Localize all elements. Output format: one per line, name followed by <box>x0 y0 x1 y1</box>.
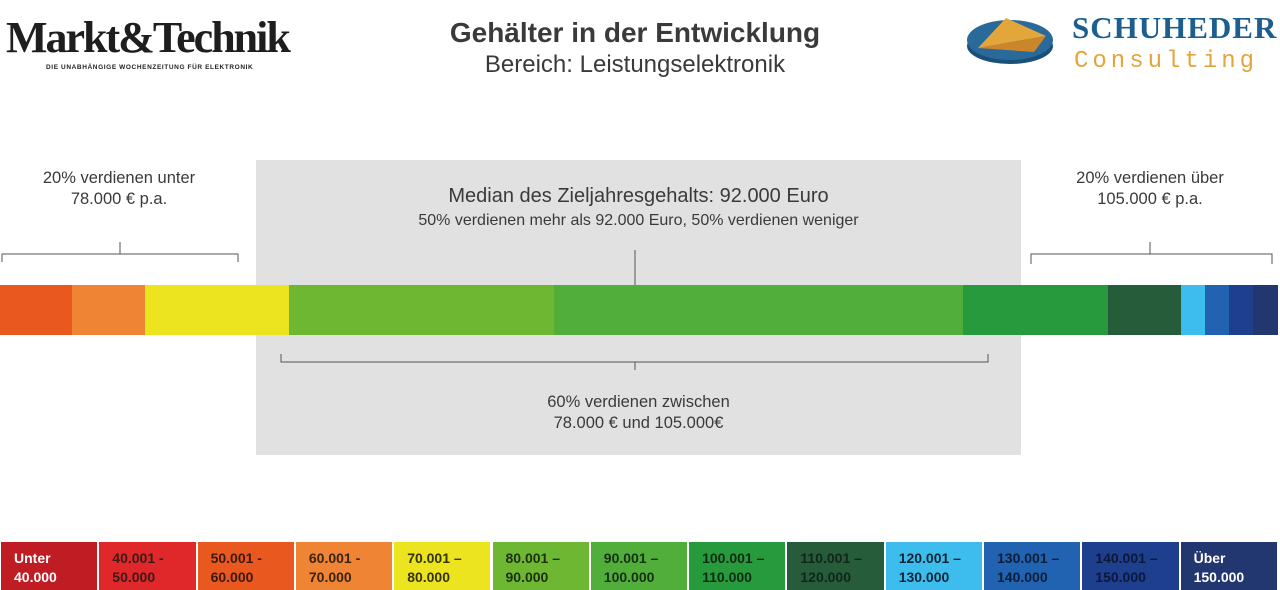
legend-label-line1: 70.001 – <box>407 550 462 566</box>
chart-title-block: Gehälter in der Entwicklung Bereich: Lei… <box>380 16 890 80</box>
middle-annotation: 60% verdienen zwischen 78.000 € und 105.… <box>256 392 1021 434</box>
middle-annotation-line1: 60% verdienen zwischen <box>547 393 730 411</box>
legend-label-line1: 80.001 – <box>505 550 561 566</box>
legend-cell-5: 80.001 – 90.000 <box>492 542 589 590</box>
legend-label-line2: 50.000 <box>112 569 156 585</box>
legend-label-line1: 40.001 - <box>112 550 164 566</box>
legend-label-line1: 90.001 – <box>603 550 659 566</box>
legend-label-line2: 90.000 <box>505 569 549 585</box>
legend-label-line1: 130.001 – <box>997 550 1060 566</box>
chart-subtitle: Bereich: Leistungselektronik <box>484 51 786 78</box>
salary-distribution-chart <box>0 242 1278 370</box>
legend-cell-11: 140.001 – 150.000 <box>1082 542 1179 590</box>
brand-right-name: SCHUHEDER <box>1072 10 1278 45</box>
legend-label-line1: 100.001 – <box>702 550 765 566</box>
legend-label-line2: 150.000 <box>1193 569 1245 585</box>
legend-cell-7: 100.001 – 110.000 <box>689 542 786 590</box>
legend-label-line1: 140.001 – <box>1095 550 1158 566</box>
right-annotation-line1: 20% verdienen über <box>1076 169 1224 187</box>
legend-label-line2: 130.000 <box>898 569 950 585</box>
legend-label-line2: 140.000 <box>997 569 1048 585</box>
left-annotation: 20% verdienen unter 78.000 € p.a. <box>0 168 238 210</box>
legend-cell-12: Über 150.000 <box>1180 542 1277 590</box>
left-annotation-line1: 20% verdienen unter <box>42 169 196 187</box>
legend-label-line1: 60.001 - <box>308 550 361 566</box>
chart-title: Gehälter in der Entwicklung <box>449 17 821 48</box>
left-bracket <box>1 242 239 262</box>
legend-label-line1: 120.001 – <box>898 550 961 566</box>
salary-legend: Unter 40.000 40.001 - 50.000 50.001 - 60.000 6… <box>0 542 1280 590</box>
middle-annotation-line2: 78.000 € und 105.000€ <box>553 414 724 432</box>
right-bracket <box>1030 242 1273 264</box>
legend-label-line1: 110.001 – <box>800 550 862 566</box>
legend-cell-6: 90.001 – 100.000 <box>590 542 688 590</box>
legend-label-line1: Über <box>1193 550 1226 566</box>
legend-cell-3: 60.001 - 70.000 <box>295 542 393 590</box>
legend-label-line1: 50.001 - <box>210 550 262 566</box>
bar-segment-8 <box>1108 285 1181 335</box>
right-annotation: 20% verdienen über 105.000 € p.a. <box>1030 168 1270 210</box>
legend-label-line2: 100.000 <box>603 569 655 585</box>
bar-segment-2 <box>0 285 72 335</box>
legend-cell-8: 110.001 – 120.000 <box>787 542 884 590</box>
bar-segment-4 <box>145 285 289 335</box>
legend-label-line2: 70.000 <box>308 569 352 585</box>
bar-segment-6 <box>554 285 963 335</box>
legend-cell-10: 130.001 – 140.000 <box>984 542 1081 590</box>
legend-label-line2: 110.000 <box>702 569 752 585</box>
bar-segment-12 <box>1253 285 1278 335</box>
bar-segment-5 <box>289 285 554 335</box>
schuheder-logo: SCHUHEDER Consulting <box>964 6 1280 75</box>
median-subtitle: 50% verdienen mehr als 92.000 Euro, 50% … <box>418 212 859 229</box>
left-annotation-line2: 78.000 € p.a. <box>70 190 168 208</box>
legend-label-line2: 150.000 <box>1095 569 1146 585</box>
bar-segment-3 <box>72 285 145 335</box>
legend-label-line2: 80.000 <box>407 569 451 585</box>
legend-label-line2: 40.000 <box>14 569 57 585</box>
bar-segment-10 <box>1205 285 1229 335</box>
bar-segments <box>0 285 1278 335</box>
bar-segment-11 <box>1229 285 1253 335</box>
bar-segment-9 <box>1181 285 1205 335</box>
brand-left-tagline: DIE UNABHÄNGIGE WOCHENZEITUNG FÜR ELEKTR… <box>46 64 254 71</box>
legend-cell-1: 40.001 - 50.000 <box>99 542 196 590</box>
legend-label-line2: 120.000 <box>800 569 851 585</box>
right-annotation-line2: 105.000 € p.a. <box>1097 190 1203 208</box>
median-title: Median des Zieljahresgehalts: 92.000 Eur… <box>448 185 829 207</box>
middle-bracket <box>280 354 989 370</box>
legend-cell-4: 70.001 – 80.000 <box>394 542 491 590</box>
schuheder-disc-icon <box>967 18 1053 64</box>
legend-cell-2: 50.001 - 60.000 <box>197 542 294 590</box>
legend-label-line2: 60.000 <box>210 569 254 585</box>
brand-right-sub: Consulting <box>1074 48 1259 75</box>
legend-cell-0: Unter 40.000 <box>1 542 98 590</box>
legend-cell-9: 120.001 – 130.000 <box>885 542 982 590</box>
legend-label-line1: Unter <box>14 550 51 566</box>
markt-technik-logo: Markt&Technik DIE UNABHÄNGIGE WOCHENZEIT… <box>6 13 316 72</box>
bar-segment-7 <box>963 285 1108 335</box>
brand-left-name: Markt&Technik <box>6 13 291 62</box>
